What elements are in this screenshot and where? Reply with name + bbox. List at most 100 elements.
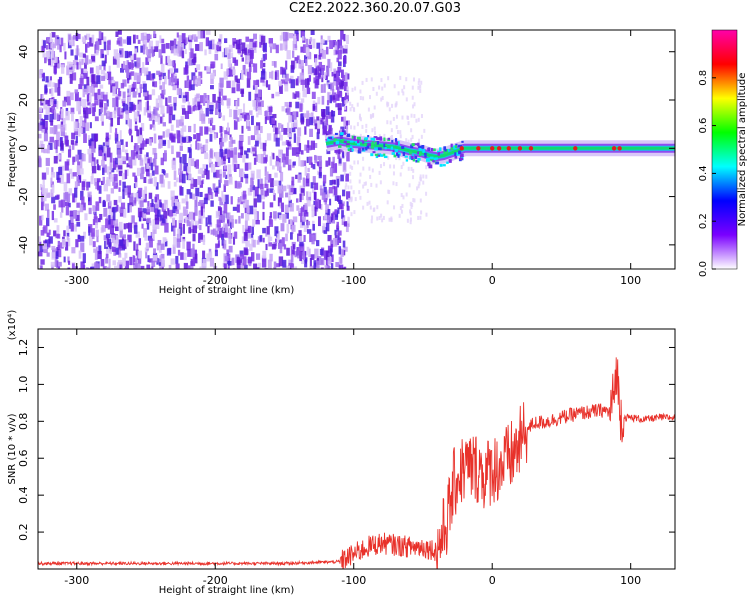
signal-speckle: [374, 153, 379, 156]
signal-speckle: [380, 154, 384, 157]
signal-speckle: [421, 144, 425, 149]
noise-mark: [151, 53, 155, 58]
noise-mark: [162, 112, 165, 118]
noise-mark: [158, 49, 162, 58]
noise-mark: [102, 36, 107, 44]
noise-mark: [112, 212, 116, 221]
noise-mark: [338, 264, 344, 269]
x-tick-label: -200: [203, 274, 228, 287]
noise-mark: [219, 34, 223, 40]
noise-mark: [88, 138, 93, 146]
noise-mark: [115, 96, 119, 107]
noise-mark: [132, 172, 136, 177]
noise-mark: [173, 73, 177, 79]
noise-mark: [239, 254, 245, 260]
noise-mark: [320, 267, 324, 269]
signal-speckle: [427, 147, 430, 151]
noise-mark: [383, 133, 386, 138]
noise-mark: [242, 103, 246, 113]
noise-mark: [264, 53, 268, 60]
noise-mark: [341, 69, 344, 78]
noise-mark: [228, 69, 234, 77]
noise-mark: [179, 163, 183, 171]
noise-mark: [97, 38, 102, 45]
noise-mark: [245, 175, 249, 184]
noise-mark: [109, 174, 114, 182]
noise-mark: [94, 250, 98, 260]
noise-mark: [318, 61, 323, 69]
noise-mark: [329, 95, 332, 104]
noise-mark: [251, 237, 254, 247]
noise-mark: [320, 204, 323, 210]
noise-mark: [91, 172, 94, 181]
noise-mark: [60, 199, 66, 208]
noise-mark: [359, 195, 362, 200]
noise-mark: [273, 180, 278, 187]
noise-mark: [45, 120, 48, 130]
noise-mark: [103, 62, 106, 72]
noise-mark: [130, 71, 135, 76]
noise-mark: [152, 255, 158, 261]
noise-mark: [413, 198, 416, 203]
noise-mark: [183, 163, 188, 172]
noise-mark: [208, 40, 213, 50]
noise-mark: [335, 103, 339, 108]
noise-mark: [91, 152, 94, 159]
noise-mark: [143, 213, 147, 219]
noise-mark: [219, 137, 222, 145]
signal-speckle: [370, 137, 374, 141]
noise-mark: [271, 117, 276, 124]
noise-mark: [209, 134, 213, 142]
noise-mark: [218, 227, 222, 238]
noise-mark: [153, 176, 157, 187]
noise-mark: [43, 192, 47, 202]
noise-mark: [279, 43, 283, 51]
noise-mark: [379, 180, 382, 185]
noise-mark: [228, 245, 233, 253]
noise-mark: [256, 253, 261, 260]
noise-mark: [224, 180, 229, 186]
noise-mark: [76, 176, 79, 182]
noise-mark: [334, 195, 339, 201]
noise-mark: [279, 243, 283, 254]
signal-speckle: [367, 143, 371, 147]
noise-mark: [244, 220, 248, 230]
signal-speckle: [450, 146, 454, 151]
noise-mark: [157, 114, 160, 119]
noise-mark: [239, 135, 244, 142]
noise-mark: [136, 72, 141, 83]
noise-mark: [108, 208, 113, 218]
noise-mark: [320, 43, 323, 54]
noise-mark: [337, 103, 342, 111]
noise-mark: [57, 240, 61, 249]
noise-mark: [189, 192, 193, 199]
noise-mark: [75, 135, 78, 144]
noise-mark: [72, 172, 77, 177]
noise-mark: [108, 79, 112, 85]
noise-mark: [50, 177, 53, 185]
noise-mark: [87, 42, 90, 48]
noise-mark: [134, 48, 138, 54]
noise-mark: [337, 232, 340, 240]
noise-mark: [173, 48, 178, 56]
noise-mark: [280, 223, 285, 232]
noise-mark: [283, 31, 288, 42]
noise-mark: [188, 227, 192, 234]
noise-mark: [147, 179, 151, 184]
noise-mark: [337, 207, 340, 214]
noise-mark: [390, 218, 393, 223]
noise-mark: [199, 42, 203, 52]
noise-mark: [171, 200, 176, 205]
noise-mark: [129, 256, 133, 266]
noise-mark: [57, 79, 61, 88]
noise-mark: [232, 206, 237, 211]
noise-mark: [138, 101, 142, 111]
noise-mark: [283, 39, 288, 49]
noise-mark: [106, 176, 111, 187]
noise-mark: [117, 260, 123, 265]
noise-mark: [120, 68, 124, 73]
noise-mark: [128, 62, 132, 70]
noise-mark: [278, 85, 283, 94]
signal-speckle: [429, 156, 434, 160]
